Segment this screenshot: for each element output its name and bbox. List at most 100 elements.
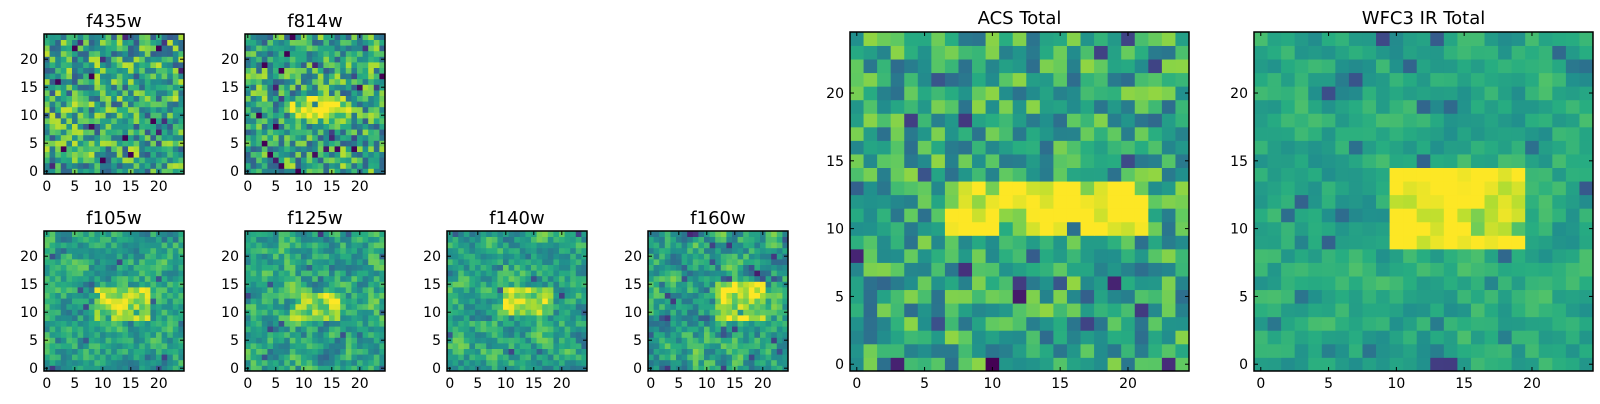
heatmap-cell [346,157,352,163]
heatmap-cell [1108,263,1122,277]
heatmap-cell [346,276,352,282]
heatmap-cell [55,332,61,338]
heatmap-cell [145,349,151,355]
heatmap-cell [301,140,307,146]
heatmap-cell [1053,330,1067,344]
heatmap-cell [904,303,918,317]
heatmap-cell [167,270,173,276]
heatmap-cell [447,242,453,248]
heatmap-cell [1362,195,1376,209]
heatmap-cell [150,354,156,360]
heatmap-cell [1108,154,1122,168]
heatmap-cell [162,129,168,135]
heatmap-cell [307,84,313,90]
heatmap-cell [117,321,123,327]
heatmap-cell [312,40,318,46]
heatmap-cell [481,343,487,349]
heatmap-cell [256,253,262,259]
heatmap-cell [111,259,117,265]
heatmap-cell [374,96,380,102]
heatmap-cell [877,303,891,317]
heatmap-cell [106,293,112,299]
heatmap-cell [295,349,301,355]
heatmap-cell [1376,276,1390,290]
heatmap-cell [1108,330,1122,344]
heatmap-cell [721,259,727,265]
heatmap-cell [156,90,162,96]
heatmap-cell [122,90,128,96]
heatmap-cell [351,326,357,332]
heatmap-cell [1081,59,1095,73]
heatmap-cell [295,343,301,349]
heatmap-cell [469,276,475,282]
heatmap-cell [931,73,945,87]
heatmap-cell [357,343,363,349]
heatmap-cell [295,231,301,237]
heatmap-cell [648,270,654,276]
heatmap-cell [503,332,509,338]
heatmap-cell [351,237,357,243]
heatmap-cell [469,315,475,321]
heatmap-cell [1430,208,1444,222]
heatmap-cell [1148,249,1162,263]
heatmap-cell [850,344,864,358]
heatmap-cell [44,163,50,169]
heatmap-cell [749,265,755,271]
heatmap-cell [78,56,84,62]
heatmap-cell [329,124,335,130]
heatmap-cell [374,231,380,237]
heatmap-cell [864,235,878,249]
heatmap-cell [279,90,285,96]
heatmap-cell [972,195,986,209]
heatmap-cell [1081,290,1095,304]
heatmap-cell [134,73,140,79]
heatmap-cell [312,298,318,304]
heatmap-cell [1067,168,1081,182]
heatmap-cell [167,231,173,237]
heatmap-cell [335,107,341,113]
heatmap-cell [1322,181,1336,195]
heatmap-cell [1094,317,1108,331]
heatmap-cell [458,343,464,349]
heatmap-cell [162,73,168,79]
heatmap-cell [453,242,459,248]
heatmap-cell [256,231,262,237]
heatmap-cell [447,287,453,293]
heatmap-cell [1335,235,1349,249]
heatmap-cell [374,152,380,158]
heatmap-cell [139,163,145,169]
heatmap-cell [986,330,1000,344]
heatmap-cell [290,231,296,237]
heatmap-cell [273,298,279,304]
heatmap-cell [307,315,313,321]
heatmap-cell [61,152,67,158]
heatmap-cell [145,62,151,68]
heatmap-cell [89,146,95,152]
heatmap-cell [1281,235,1295,249]
heatmap-cell [904,113,918,127]
heatmap-cell [570,349,576,355]
heatmap-cell [1390,317,1404,331]
heatmap-cell [1457,249,1471,263]
heatmap-cell [128,360,134,366]
heatmap-cell [50,101,56,107]
heatmap-cell [340,112,346,118]
heatmap-cell [481,265,487,271]
heatmap-cell [156,68,162,74]
heatmap-cell [654,237,660,243]
heatmap-cell [318,84,324,90]
heatmap-cell [368,337,374,343]
heatmap-cell [481,242,487,248]
heatmap-cell [1094,140,1108,154]
heatmap-cell [1390,208,1404,222]
heatmap-cell [323,253,329,259]
heatmap-cell [61,287,67,293]
heatmap-cell [83,270,89,276]
heatmap-cell [891,357,905,371]
heatmap-cell [464,270,470,276]
heatmap-cell [670,287,676,293]
heatmap-cell [312,309,318,315]
heatmap-cell [262,231,268,237]
heatmap-cell [1175,168,1189,182]
heatmap-cell [877,46,891,60]
